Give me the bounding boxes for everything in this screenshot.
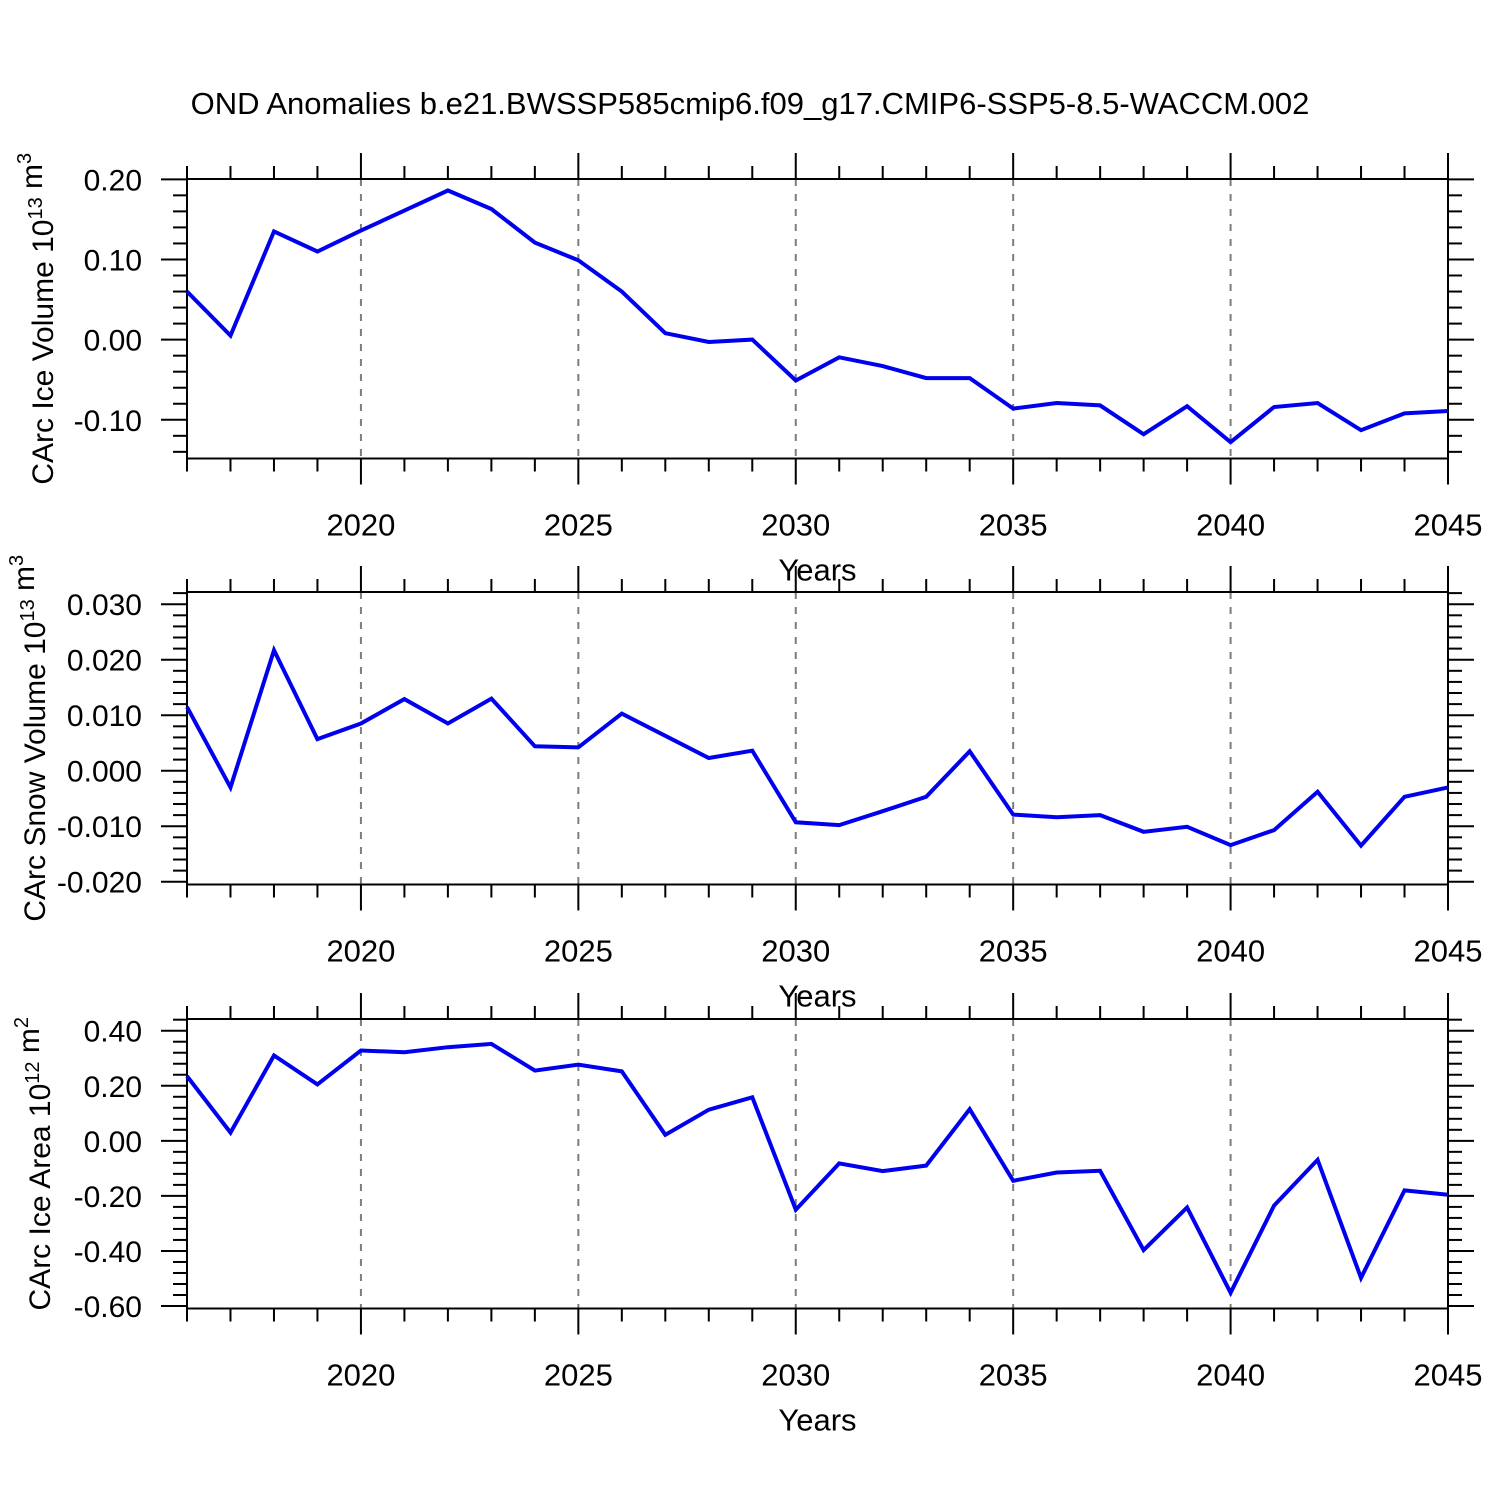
x-tick-label: 2025 — [544, 1358, 613, 1393]
x-tick-label: 2035 — [979, 934, 1048, 969]
x-tick-label: 2030 — [761, 934, 830, 969]
x-tick-label: 2030 — [761, 1358, 830, 1393]
x-axis-title: Years — [778, 1403, 856, 1438]
data-line — [185, 1041, 1449, 1298]
x-axis-title: Years — [778, 553, 856, 588]
x-tick-label: 2020 — [326, 1358, 395, 1393]
x-tick-label: 2045 — [1414, 1358, 1483, 1393]
x-tick-label: 2020 — [326, 934, 395, 969]
y-tick-label: 0.20 — [84, 164, 142, 197]
x-tick-label: 2020 — [326, 508, 395, 543]
y-tick-label: 0.010 — [67, 700, 142, 733]
x-tick-label: 2045 — [1414, 934, 1483, 969]
y-tick-label: 0.030 — [67, 589, 142, 622]
panel-box — [186, 178, 1449, 460]
panel-box — [186, 1018, 1449, 1310]
y-tick-label: -0.60 — [74, 1291, 142, 1324]
data-line — [185, 644, 1449, 849]
panel-3: 0.40 0.20 0.00 -0.20 -0.40 -0.60 2020 2025 2030 2… — [11, 993, 1482, 1438]
y-tick-label: -0.020 — [57, 867, 142, 900]
x-axis-title: Years — [778, 979, 856, 1014]
y-axis-title: CArc Ice Volume 1013 m3 — [14, 153, 60, 485]
y-tick-label: 0.020 — [67, 645, 142, 678]
y-tick-label: 0.40 — [84, 1016, 142, 1049]
x-tick-label: 2040 — [1196, 1358, 1265, 1393]
x-tick-label: 2025 — [544, 934, 613, 969]
y-tick-label: 0.20 — [84, 1071, 142, 1104]
x-tick-label: 2035 — [979, 1358, 1048, 1393]
y-tick-label: -0.40 — [74, 1236, 142, 1269]
y-axis-title: CArc Snow Volume 1013 m3 — [6, 555, 52, 922]
y-tick-label: -0.010 — [57, 811, 142, 844]
y-tick-label: 0.00 — [84, 325, 142, 358]
plot-title: OND Anomalies b.e21.BWSSP585cmip6.f09_g1… — [190, 86, 1310, 121]
y-tick-label: 0.000 — [67, 756, 142, 789]
x-tick-label: 2045 — [1414, 508, 1483, 543]
y-tick-label: -0.10 — [74, 405, 142, 438]
y-tick-label: 0.10 — [84, 244, 142, 277]
y-tick-label: 0.00 — [84, 1126, 142, 1159]
panel-2: 0.030 0.020 0.010 0.000 -0.010 -0.020 2020 2025… — [6, 555, 1482, 1014]
data-line — [185, 188, 1449, 445]
x-tick-label: 2040 — [1196, 934, 1265, 969]
y-tick-label: -0.20 — [74, 1181, 142, 1214]
panel-1: 0.20 0.10 0.00 -0.10 2020 2025 2030 2035 2040 204… — [14, 153, 1482, 588]
panel-box — [186, 591, 1449, 886]
x-tick-label: 2030 — [761, 508, 830, 543]
x-tick-label: 2040 — [1196, 508, 1265, 543]
x-tick-label: 2025 — [544, 508, 613, 543]
x-tick-label: 2035 — [979, 508, 1048, 543]
y-axis-title: CArc Ice Area 1012 m2 — [11, 1017, 57, 1310]
